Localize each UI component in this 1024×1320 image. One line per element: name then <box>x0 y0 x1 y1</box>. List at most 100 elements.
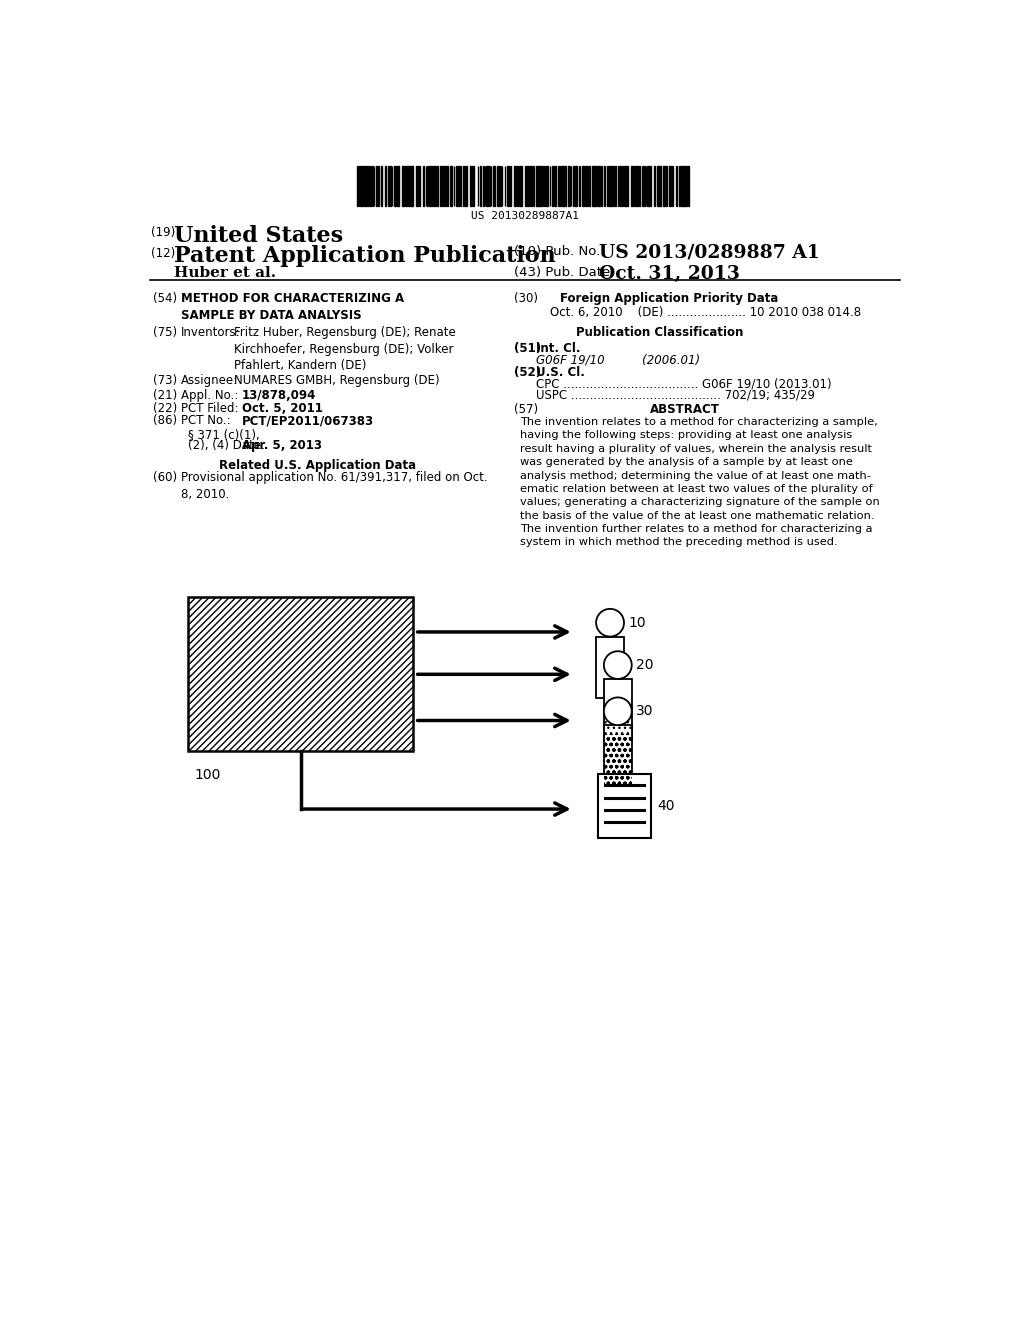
Bar <box>406 166 407 206</box>
Text: (60): (60) <box>153 471 177 484</box>
Text: (52): (52) <box>514 367 541 379</box>
Bar <box>631 166 633 206</box>
Bar <box>554 166 556 206</box>
Bar <box>364 166 367 206</box>
Text: (22): (22) <box>153 401 177 414</box>
Bar <box>568 166 569 206</box>
Bar <box>639 166 640 206</box>
Bar <box>546 166 548 206</box>
Bar <box>361 166 362 206</box>
Text: Apr. 5, 2013: Apr. 5, 2013 <box>242 438 322 451</box>
Text: U.S. Cl.: U.S. Cl. <box>536 367 585 379</box>
Bar <box>598 775 651 838</box>
Text: US 2013/0289887 A1: US 2013/0289887 A1 <box>599 244 820 261</box>
Bar <box>681 166 684 206</box>
Bar <box>669 166 672 206</box>
Bar <box>381 166 382 206</box>
Text: PCT No.:: PCT No.: <box>180 414 230 428</box>
Bar <box>433 166 435 206</box>
Text: Related U.S. Application Data: Related U.S. Application Data <box>219 459 416 471</box>
Text: Patent Application Publication: Patent Application Publication <box>174 246 556 268</box>
Text: METHOD FOR CHARACTERIZING A
SAMPLE BY DATA ANALYSIS: METHOD FOR CHARACTERIZING A SAMPLE BY DA… <box>180 293 403 322</box>
Bar <box>378 166 379 206</box>
Text: 10: 10 <box>629 615 646 630</box>
Text: (43) Pub. Date:: (43) Pub. Date: <box>514 267 614 280</box>
Text: PCT Filed:: PCT Filed: <box>180 401 239 414</box>
Bar <box>417 166 418 206</box>
Text: Huber et al.: Huber et al. <box>174 267 276 280</box>
Text: United States: United States <box>174 224 344 247</box>
Bar <box>609 166 611 206</box>
Bar <box>401 166 403 206</box>
Bar <box>575 166 577 206</box>
Bar <box>465 166 467 206</box>
Bar <box>442 166 444 206</box>
Bar <box>519 166 521 206</box>
Text: (75): (75) <box>153 326 177 339</box>
Text: The invention relates to a method for characterizing a sample,
having the follow: The invention relates to a method for ch… <box>520 417 880 548</box>
Text: NUMARES GMBH, Regensburg (DE): NUMARES GMBH, Regensburg (DE) <box>234 374 439 387</box>
Bar <box>463 166 464 206</box>
Text: (12): (12) <box>152 247 175 260</box>
Text: G06F 19/10          (2006.01): G06F 19/10 (2006.01) <box>536 354 699 366</box>
Bar <box>604 704 632 741</box>
Bar <box>627 166 628 206</box>
Bar <box>480 166 481 206</box>
Text: 100: 100 <box>195 768 221 783</box>
Bar <box>410 166 412 206</box>
Text: 13/878,094: 13/878,094 <box>242 389 316 403</box>
Bar <box>676 166 678 206</box>
Text: (19): (19) <box>152 226 175 239</box>
Bar <box>507 166 509 206</box>
Text: Foreign Application Priority Data: Foreign Application Priority Data <box>560 293 779 305</box>
Text: CPC .................................... G06F 19/10 (2013.01): CPC ....................................… <box>536 378 831 391</box>
Bar <box>562 166 563 206</box>
Bar <box>532 166 535 206</box>
Bar <box>596 636 624 698</box>
Circle shape <box>604 697 632 725</box>
Bar <box>572 166 574 206</box>
Text: Oct. 5, 2011: Oct. 5, 2011 <box>242 401 323 414</box>
Bar <box>598 166 600 206</box>
Text: (73): (73) <box>153 374 177 387</box>
Text: Oct. 31, 2013: Oct. 31, 2013 <box>599 264 740 282</box>
Bar <box>388 166 389 206</box>
Bar <box>436 166 438 206</box>
Text: (86): (86) <box>153 414 177 428</box>
Text: (57): (57) <box>514 404 538 416</box>
Circle shape <box>604 651 632 678</box>
Text: Inventors:: Inventors: <box>180 326 241 339</box>
Bar <box>564 166 566 206</box>
Bar <box>552 166 554 206</box>
Text: 40: 40 <box>657 799 675 813</box>
Text: (30): (30) <box>514 293 538 305</box>
Bar <box>385 166 386 206</box>
Text: Oct. 6, 2010    (DE) ..................... 10 2010 038 014.8: Oct. 6, 2010 (DE) ..................... … <box>550 306 861 319</box>
Bar <box>493 166 496 206</box>
Bar <box>604 678 632 741</box>
Bar <box>439 166 442 206</box>
Bar <box>537 166 540 206</box>
Bar <box>423 166 424 206</box>
Text: 30: 30 <box>636 705 654 718</box>
Text: § 371 (c)(1),: § 371 (c)(1), <box>188 428 260 441</box>
Bar <box>356 166 358 206</box>
Bar <box>604 734 632 787</box>
Text: 20: 20 <box>636 659 654 672</box>
Bar <box>657 166 659 206</box>
Bar <box>188 597 414 751</box>
Text: Fritz Huber, Regensburg (DE); Renate
Kirchhoefer, Regensburg (DE); Volker
Pfahle: Fritz Huber, Regensburg (DE); Renate Kir… <box>234 326 456 372</box>
Bar <box>429 166 432 206</box>
Text: Provisional application No. 61/391,317, filed on Oct.
8, 2010.: Provisional application No. 61/391,317, … <box>180 471 487 500</box>
Text: (10) Pub. No.:: (10) Pub. No.: <box>514 246 604 259</box>
Text: Appl. No.:: Appl. No.: <box>180 389 238 403</box>
Bar <box>624 166 626 206</box>
Text: (21): (21) <box>153 389 177 403</box>
Text: ABSTRACT: ABSTRACT <box>649 404 720 416</box>
Bar <box>514 166 516 206</box>
Bar <box>497 166 500 206</box>
Bar <box>588 166 590 206</box>
Bar <box>686 166 689 206</box>
Bar <box>530 166 531 206</box>
Bar <box>527 166 529 206</box>
